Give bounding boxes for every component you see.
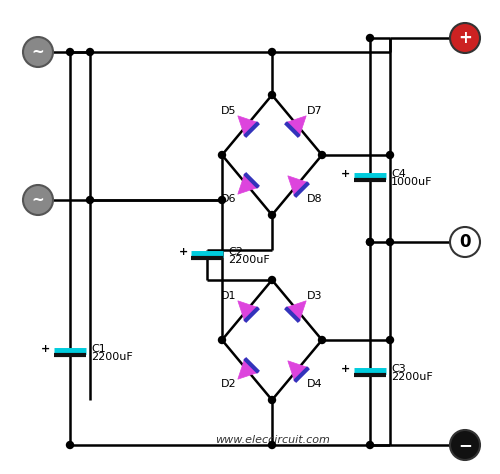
Circle shape — [268, 396, 276, 403]
Text: D7: D7 — [307, 106, 323, 116]
Circle shape — [366, 441, 374, 448]
Circle shape — [386, 238, 394, 246]
Circle shape — [450, 23, 480, 53]
Text: D1: D1 — [221, 291, 237, 301]
Text: 1000uF: 1000uF — [391, 177, 432, 187]
Text: D8: D8 — [307, 194, 323, 204]
Circle shape — [218, 197, 226, 203]
Circle shape — [450, 227, 480, 257]
Circle shape — [86, 197, 94, 203]
Circle shape — [268, 441, 276, 448]
Circle shape — [66, 441, 73, 448]
Polygon shape — [238, 173, 258, 194]
Circle shape — [86, 48, 94, 55]
Polygon shape — [238, 116, 258, 137]
Text: D5: D5 — [221, 106, 237, 116]
Circle shape — [218, 152, 226, 158]
Text: ~: ~ — [32, 192, 44, 208]
Text: C4: C4 — [391, 169, 406, 179]
Circle shape — [386, 337, 394, 344]
Text: C3: C3 — [391, 364, 406, 374]
Text: D2: D2 — [221, 379, 237, 389]
Circle shape — [318, 337, 326, 344]
Text: +: + — [342, 169, 350, 179]
Circle shape — [23, 185, 53, 215]
Circle shape — [268, 276, 276, 283]
Circle shape — [318, 152, 326, 158]
Text: +: + — [458, 29, 472, 47]
Text: D6: D6 — [221, 194, 237, 204]
Text: ~: ~ — [32, 45, 44, 60]
Circle shape — [268, 211, 276, 219]
Text: www.eleccircuit.com: www.eleccircuit.com — [214, 435, 330, 445]
Text: C2: C2 — [228, 247, 243, 257]
Circle shape — [218, 337, 226, 344]
Text: C1: C1 — [91, 344, 106, 354]
Text: D3: D3 — [307, 291, 323, 301]
Circle shape — [66, 48, 73, 55]
Circle shape — [268, 48, 276, 55]
Text: 2200uF: 2200uF — [228, 255, 270, 265]
Text: 2200uF: 2200uF — [391, 372, 433, 382]
Polygon shape — [288, 361, 308, 382]
Polygon shape — [286, 116, 306, 137]
Polygon shape — [286, 301, 306, 321]
Text: 2200uF: 2200uF — [91, 352, 133, 362]
Circle shape — [386, 152, 394, 158]
Circle shape — [268, 91, 276, 99]
Circle shape — [450, 430, 480, 460]
Polygon shape — [288, 176, 308, 197]
Circle shape — [366, 35, 374, 42]
Circle shape — [23, 37, 53, 67]
Text: 0: 0 — [459, 233, 471, 251]
Text: +: + — [42, 344, 50, 354]
Text: +: + — [178, 247, 188, 257]
Polygon shape — [238, 301, 258, 321]
Polygon shape — [238, 358, 258, 379]
Text: −: − — [458, 436, 472, 454]
Circle shape — [366, 238, 374, 246]
Circle shape — [366, 238, 374, 246]
Text: +: + — [342, 364, 350, 374]
Text: D4: D4 — [307, 379, 323, 389]
